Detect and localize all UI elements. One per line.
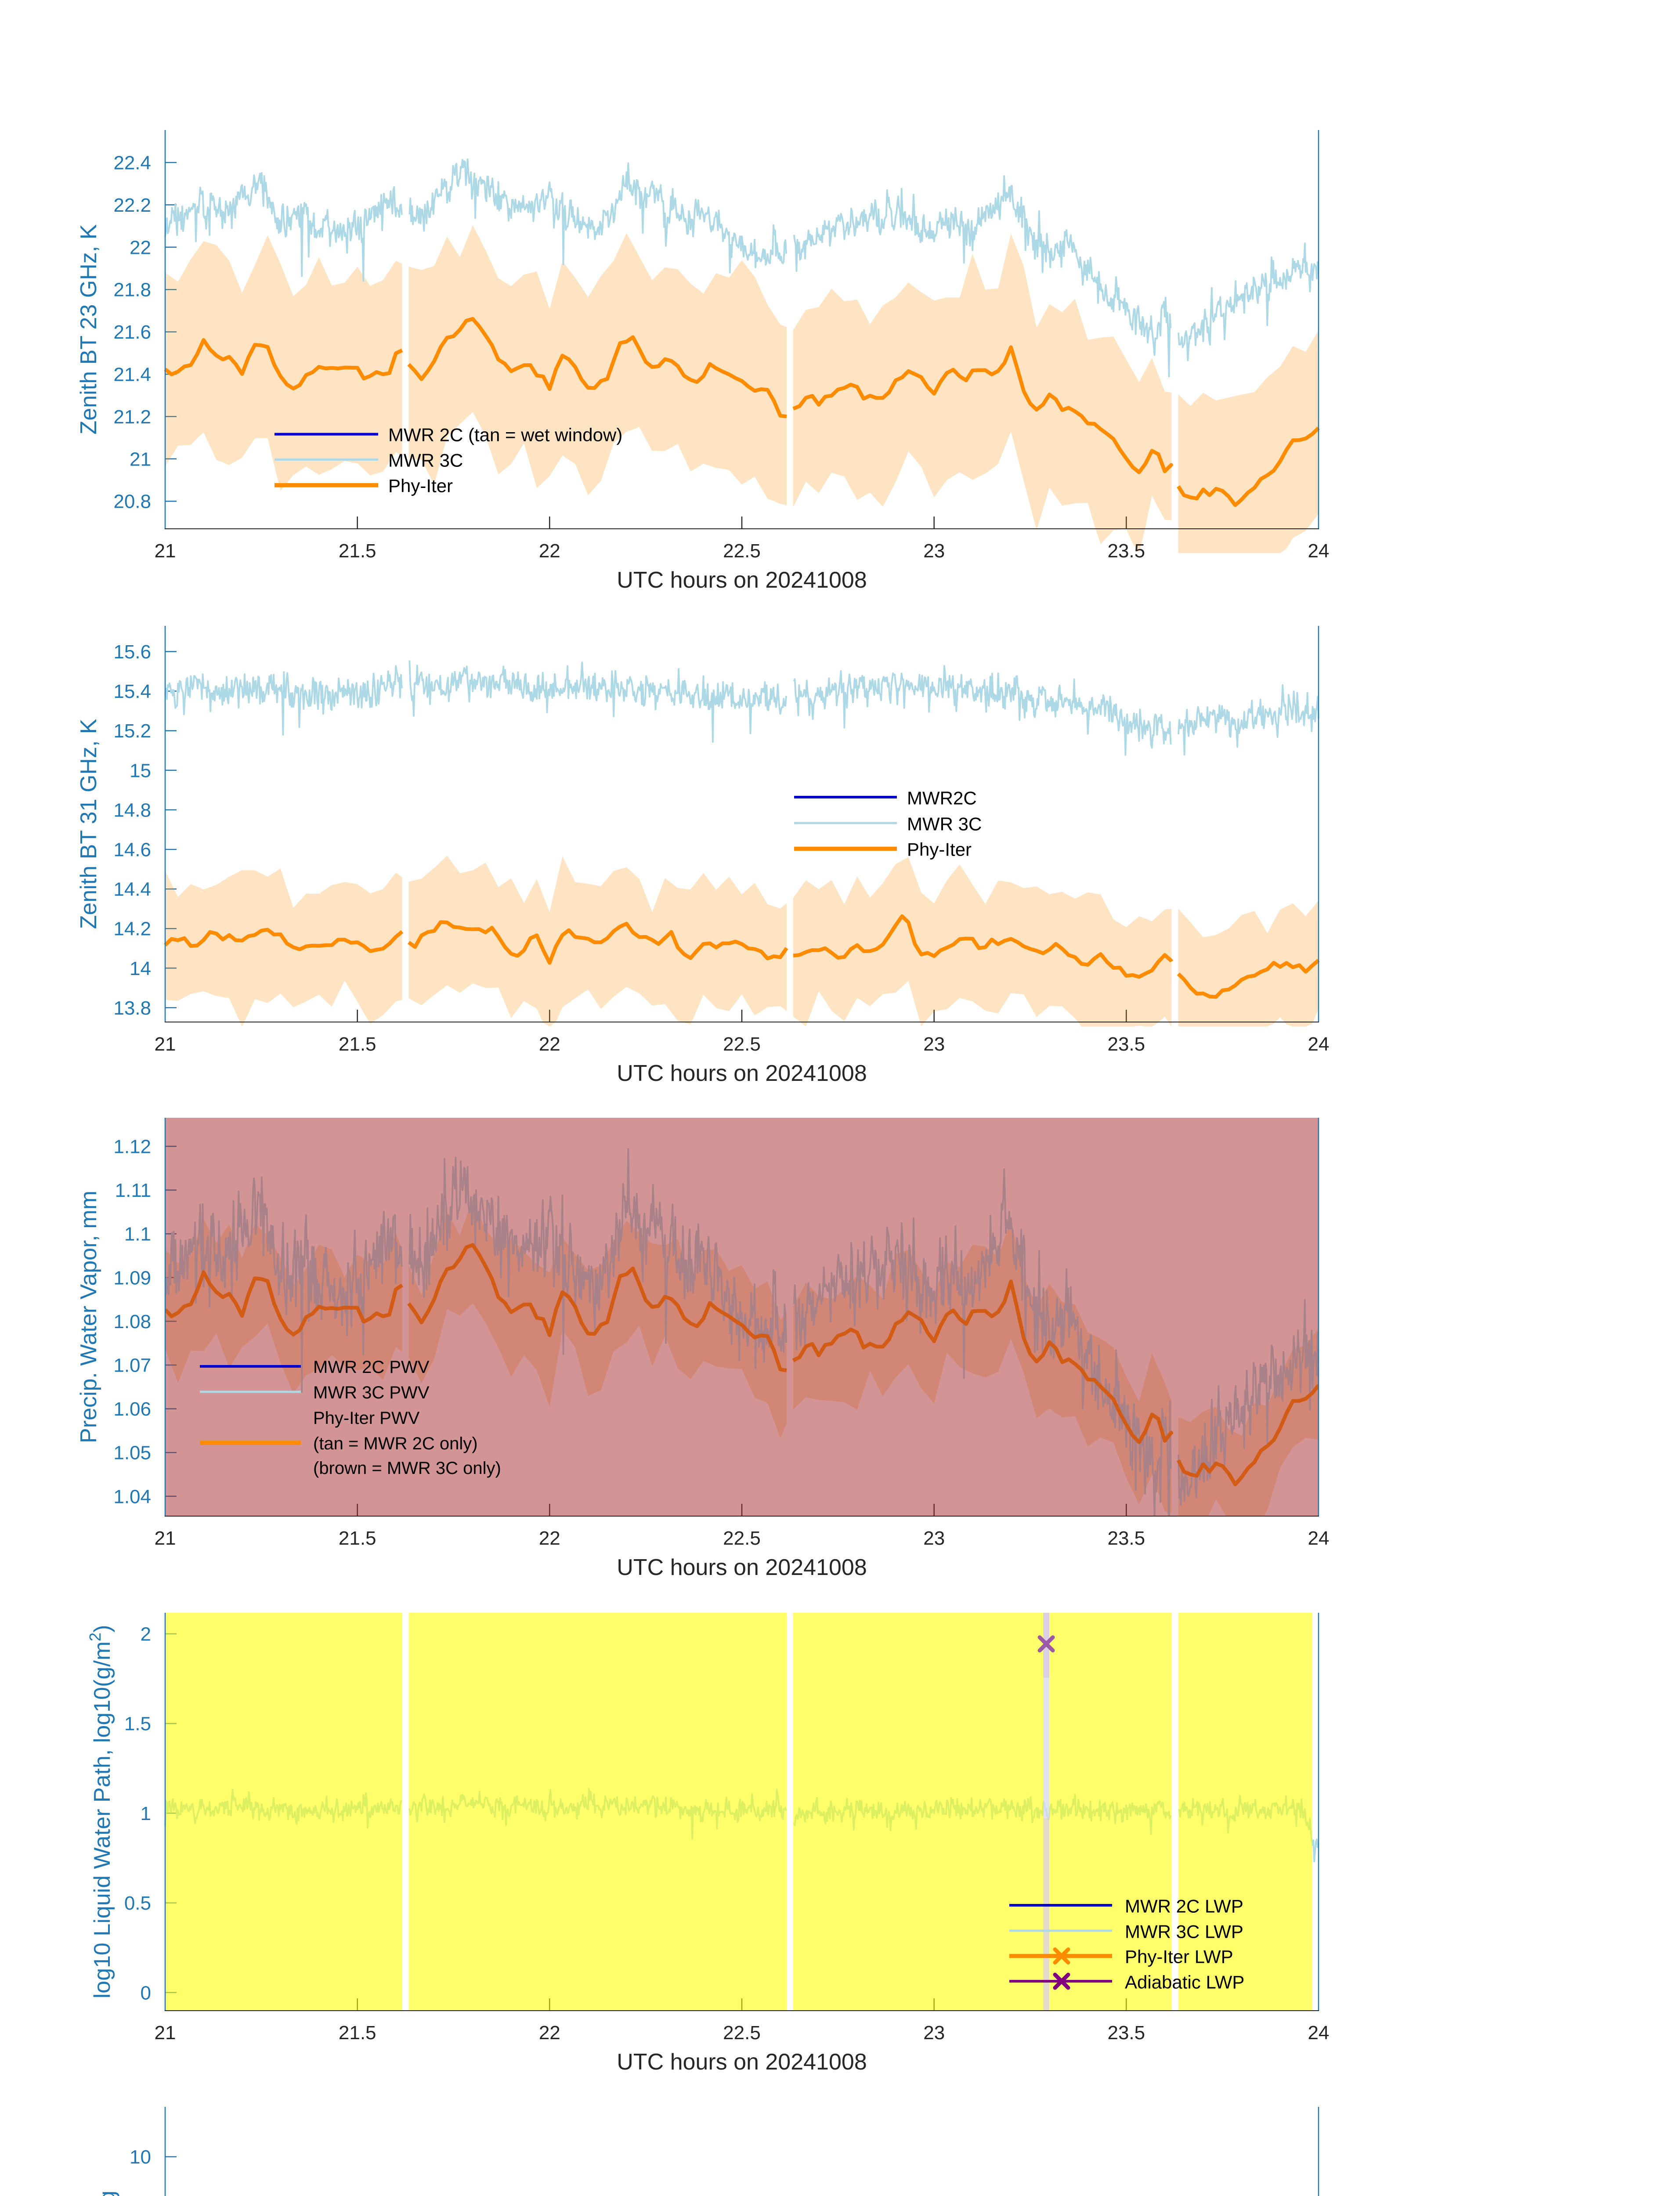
svg-text:22.5: 22.5 [723, 540, 761, 562]
svg-text:Precip. Water Vapor, mm: Precip. Water Vapor, mm [76, 1191, 101, 1443]
svg-text:21.6: 21.6 [113, 321, 151, 343]
svg-text:MWR 3C PWV: MWR 3C PWV [313, 1383, 430, 1402]
svg-text:2: 2 [141, 1624, 151, 1645]
svg-text:MWR 2C PWV: MWR 2C PWV [313, 1358, 430, 1377]
svg-text:22.5: 22.5 [723, 1033, 761, 1055]
svg-text:Phy-Iter: Phy-Iter [907, 839, 972, 860]
svg-text:MWR 2C LWP: MWR 2C LWP [1125, 1896, 1243, 1917]
svg-text:24: 24 [1308, 1033, 1330, 1055]
svg-text:23: 23 [923, 540, 945, 562]
svg-text:22.5: 22.5 [723, 1528, 761, 1549]
svg-text:0: 0 [141, 1982, 151, 2004]
svg-text:1.5: 1.5 [124, 1713, 151, 1735]
svg-text:(brown = MWR 3C only): (brown = MWR 3C only) [313, 1459, 501, 1478]
svg-text:22: 22 [539, 2022, 560, 2044]
svg-text:22.2: 22.2 [113, 195, 151, 216]
svg-text:23.5: 23.5 [1107, 1033, 1145, 1055]
svg-text:13.8: 13.8 [113, 997, 151, 1019]
svg-text:Phy-Iter: Phy-Iter [388, 476, 453, 496]
svg-text:log10 Liquid Water Path, log10: log10 Liquid Water Path, log10(g/m2) [86, 1625, 116, 1999]
svg-text:24: 24 [1308, 1528, 1330, 1549]
svg-text:MWR 3C: MWR 3C [907, 814, 982, 834]
svg-text:1.05: 1.05 [113, 1442, 151, 1464]
svg-text:23.5: 23.5 [1107, 540, 1145, 562]
svg-text:21: 21 [130, 448, 151, 470]
svg-text:23: 23 [923, 1033, 945, 1055]
svg-text:MWR 3C LWP: MWR 3C LWP [1125, 1922, 1243, 1942]
svg-text:21.5: 21.5 [339, 1528, 376, 1549]
svg-text:22: 22 [539, 540, 560, 562]
svg-text:1.09: 1.09 [113, 1267, 151, 1289]
svg-text:15.4: 15.4 [113, 681, 151, 702]
svg-text:1.08: 1.08 [113, 1311, 151, 1333]
svg-text:14: 14 [130, 958, 151, 979]
svg-text:1.06: 1.06 [113, 1398, 151, 1420]
svg-text:21.5: 21.5 [339, 1033, 376, 1055]
svg-text:21: 21 [155, 1528, 176, 1549]
svg-text:Zenith BT 31 GHz, K: Zenith BT 31 GHz, K [76, 719, 101, 929]
svg-text:24: 24 [1308, 540, 1330, 562]
svg-text:Phy-Iter PWV: Phy-Iter PWV [313, 1409, 420, 1428]
svg-text:21.8: 21.8 [113, 279, 151, 301]
svg-text:22.4: 22.4 [113, 152, 151, 174]
svg-text:14.6: 14.6 [113, 839, 151, 861]
svg-text:23.5: 23.5 [1107, 2022, 1145, 2044]
svg-text:0.5: 0.5 [124, 1893, 151, 1914]
svg-text:20.8: 20.8 [113, 491, 151, 513]
svg-text:22: 22 [539, 1033, 560, 1055]
svg-text:UTC hours on 20241008: UTC hours on 20241008 [617, 2049, 867, 2075]
svg-text:15: 15 [130, 760, 151, 781]
svg-text:1.1: 1.1 [124, 1224, 151, 1245]
svg-text:1.11: 1.11 [115, 1180, 151, 1201]
svg-text:MWR 2C (tan = wet window): MWR 2C (tan = wet window) [388, 425, 622, 445]
svg-text:1: 1 [141, 1803, 151, 1824]
svg-text:10: 10 [130, 2146, 151, 2168]
svg-text:UTC hours on 20241008: UTC hours on 20241008 [617, 1061, 867, 1086]
svg-text:21.2: 21.2 [113, 406, 151, 428]
svg-text:23: 23 [923, 2022, 945, 2044]
svg-text:14.2: 14.2 [113, 918, 151, 940]
svg-text:22.5: 22.5 [723, 2022, 761, 2044]
svg-text:(tan = MWR 2C only): (tan = MWR 2C only) [313, 1434, 478, 1453]
svg-text:UTC hours on 20241008: UTC hours on 20241008 [617, 567, 867, 593]
svg-text:14.8: 14.8 [113, 799, 151, 821]
svg-text:23: 23 [923, 1528, 945, 1549]
svg-text:23.5: 23.5 [1107, 1528, 1145, 1549]
svg-text:22: 22 [539, 1528, 560, 1549]
svg-text:MWR Phy Iter DQ Flag: MWR Phy Iter DQ Flag [94, 2191, 120, 2196]
svg-text:Zenith BT 23 GHz, K: Zenith BT 23 GHz, K [76, 224, 101, 434]
svg-text:21: 21 [155, 2022, 176, 2044]
svg-text:Adiabatic LWP: Adiabatic LWP [1125, 1972, 1244, 1993]
svg-text:21.5: 21.5 [339, 2022, 376, 2044]
svg-text:21.4: 21.4 [113, 364, 151, 386]
svg-text:22: 22 [130, 237, 151, 258]
svg-text:21: 21 [155, 540, 176, 562]
svg-text:15.6: 15.6 [113, 641, 151, 663]
svg-text:21: 21 [155, 1033, 176, 1055]
svg-text:21.5: 21.5 [339, 540, 376, 562]
svg-text:UTC hours on 20241008: UTC hours on 20241008 [617, 1555, 867, 1580]
svg-text:15.2: 15.2 [113, 720, 151, 742]
svg-text:14.4: 14.4 [113, 879, 151, 900]
svg-text:MWR2C: MWR2C [907, 788, 977, 809]
svg-text:MWR 3C: MWR 3C [388, 450, 463, 471]
svg-text:1.07: 1.07 [113, 1355, 151, 1376]
svg-text:24: 24 [1308, 2022, 1330, 2044]
svg-text:1.12: 1.12 [113, 1136, 151, 1158]
svg-text:Phy-Iter LWP: Phy-Iter LWP [1125, 1947, 1233, 1967]
svg-text:1.04: 1.04 [113, 1486, 151, 1507]
